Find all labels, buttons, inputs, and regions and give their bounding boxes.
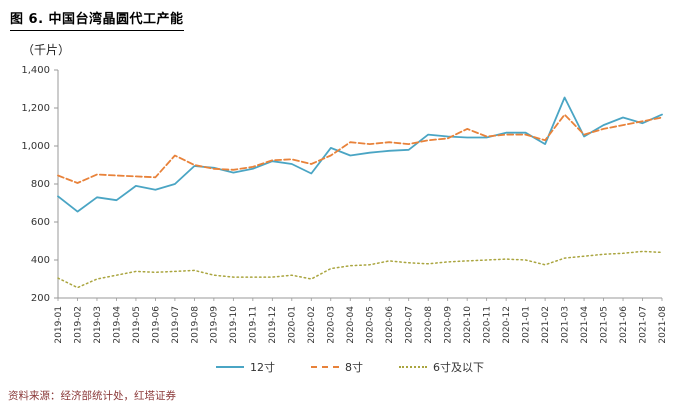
x-tick-label: 2021-05 (599, 306, 609, 344)
x-tick-label: 2020-11 (483, 306, 493, 344)
line-chart: 200 400 600 800 1,000 1,200 1,400 2019-01 2019-0… (21, 65, 668, 344)
x-tick-label: 2019-10 (229, 306, 239, 344)
x-tick-label: 2021-08 (658, 306, 668, 344)
legend-label: 12寸 (250, 361, 275, 374)
x-tick-label: 2020-01 (288, 306, 298, 344)
legend-line-sample (399, 366, 427, 368)
series-line-dotted (57, 250, 663, 289)
legend-item: 6寸及以下 (399, 359, 484, 375)
legend-line-sample (216, 366, 244, 368)
x-tick-label: 2019-07 (171, 306, 181, 344)
x-tick-label: 2019-03 (93, 306, 103, 344)
x-tick-label: 2019-12 (268, 306, 278, 344)
y-tick-label: 400 (31, 255, 50, 266)
x-tick-label: 2020-12 (502, 306, 512, 344)
y-tick-label: 800 (31, 179, 50, 190)
x-tick-label: 2020-04 (346, 306, 356, 344)
x-tick-label: 2021-07 (638, 306, 648, 344)
x-tick-label: 2019-04 (112, 306, 122, 344)
x-tick-label: 2021-06 (619, 306, 629, 344)
x-tick-label: 2019-06 (151, 306, 161, 344)
legend-line-sample (311, 366, 339, 368)
source-note: 资料来源：经济部统计处，红塔证券 (8, 390, 176, 402)
x-tick-label: 2020-07 (405, 306, 415, 344)
chart-header: 图 6. 中国台湾晶圆代工产能 (0, 0, 700, 31)
x-tick-label: 2021-04 (580, 306, 590, 344)
series-line-solid (57, 96, 663, 213)
x-tick-label: 2019-01 (54, 306, 64, 344)
figure-title: 图 6. 中国台湾晶圆代工产能 (10, 8, 184, 31)
x-tick-label: 2019-08 (190, 306, 200, 344)
x-tick-label: 2020-09 (444, 306, 454, 344)
legend-label: 6寸及以下 (433, 361, 484, 374)
x-tick-label: 2019-11 (249, 306, 259, 344)
legend-item: 12寸 (216, 359, 275, 375)
x-tick-label: 2020-06 (385, 306, 395, 344)
y-tick-label: 1,200 (21, 103, 50, 114)
chart-legend: 12寸 8寸 6寸及以下 (0, 358, 700, 376)
x-tick-label: 2019-05 (132, 306, 142, 344)
x-tick-label: 2021-01 (521, 306, 531, 344)
y-tick-label: 1,400 (21, 65, 50, 76)
x-tick-label: 2020-08 (424, 306, 434, 344)
x-tick-label: 2020-05 (366, 306, 376, 344)
x-tick-label: 2021-03 (560, 306, 570, 344)
y-tick-label: 1,000 (21, 141, 50, 152)
y-tick-label: 200 (31, 293, 50, 304)
x-tick-label: 2019-09 (210, 306, 220, 344)
legend-item: 8寸 (311, 359, 363, 375)
x-tick-label: 2021-02 (541, 306, 551, 344)
x-tick-label: 2020-03 (327, 306, 337, 344)
y-axis-unit-label: （千片） (22, 43, 71, 57)
y-tick-label: 600 (31, 217, 50, 228)
series-line-dashed (57, 113, 663, 184)
x-tick-label: 2019-02 (73, 306, 83, 344)
x-tick-label: 2020-02 (307, 306, 317, 344)
legend-label: 8寸 (345, 361, 363, 374)
x-tick-label: 2020-10 (463, 306, 473, 344)
